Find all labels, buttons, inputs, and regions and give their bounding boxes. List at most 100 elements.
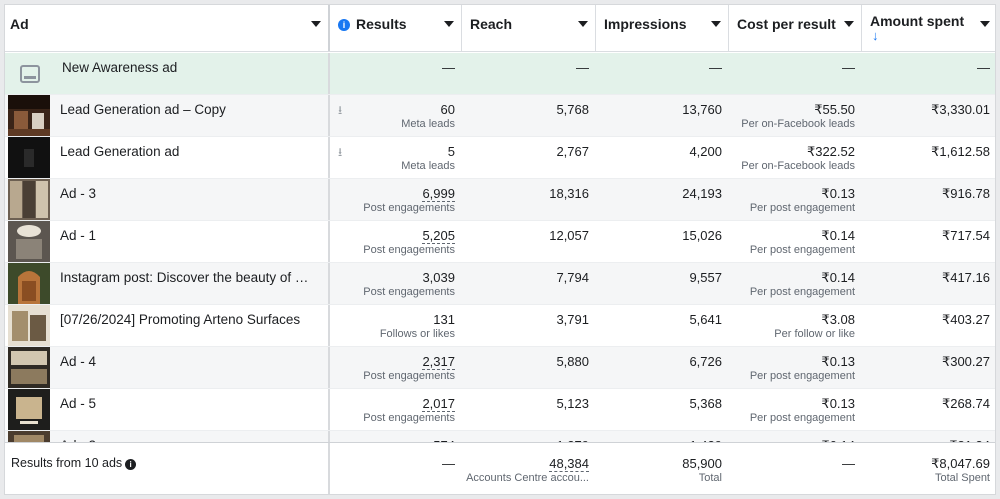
ad-thumbnail	[8, 305, 50, 346]
ad-name[interactable]: Ad - 4	[60, 354, 97, 369]
table-row[interactable]: Ad - 4 2,317 Post engagements 5,880 6,72…	[5, 347, 995, 389]
results-value: 5	[447, 144, 455, 159]
ad-thumbnail	[8, 95, 50, 136]
amount-spent-value: ₹300.27	[941, 354, 990, 369]
total-results: —	[442, 456, 455, 471]
cost-per-result-value: ₹0.14	[821, 270, 855, 285]
column-header-cost-per-result[interactable]: Cost per result	[729, 5, 862, 51]
table-row[interactable]: [07/26/2024] Promoting Arteno Surfaces 1…	[5, 305, 995, 347]
impressions-value: —	[709, 60, 722, 75]
results-type: Meta leads	[401, 118, 455, 130]
ad-name[interactable]: Ad - 1	[60, 228, 97, 243]
amount-spent-value: ₹268.74	[941, 396, 990, 411]
column-header-ad[interactable]: Ad	[5, 5, 330, 51]
reach-value: 5,880	[556, 354, 589, 369]
ad-thumbnail	[8, 179, 50, 220]
results-summary-label: Results from 10 ads i	[11, 456, 137, 470]
reach-value: 12,057	[549, 228, 589, 243]
chevron-down-icon[interactable]	[444, 21, 454, 27]
ad-name[interactable]: Ad - 5	[60, 396, 97, 411]
cost-per-result-type: Per post engagement	[749, 412, 855, 424]
results-value[interactable]: 6,999	[422, 186, 455, 202]
results-value[interactable]: 2,017	[422, 396, 455, 412]
chevron-down-icon[interactable]	[578, 21, 588, 27]
ad-thumbnail	[8, 263, 50, 304]
sort-descending-icon[interactable]: ↓	[872, 28, 879, 43]
cost-per-result-type: Per post engagement	[749, 370, 855, 382]
cost-per-result-value: ₹0.13	[821, 354, 855, 369]
impressions-value: 13,760	[682, 102, 722, 117]
total-amount-spent-type: Total Spent	[934, 472, 990, 484]
reach-value: 3,791	[556, 312, 589, 327]
table-row[interactable]: Lead Generation ad ⭳ 5 Meta leads 2,767 …	[5, 137, 995, 179]
ad-name[interactable]: Lead Generation ad – Copy	[60, 102, 226, 117]
impressions-value: 24,193	[682, 186, 722, 201]
ad-thumbnail	[8, 389, 50, 430]
column-header-impressions[interactable]: Impressions	[596, 5, 729, 51]
reach-value: 5,123	[556, 396, 589, 411]
cost-per-result-value: ₹322.52	[806, 144, 855, 159]
info-icon[interactable]: i	[125, 459, 137, 470]
ad-name[interactable]: Instagram post: Discover the beauty of o…	[60, 270, 315, 285]
ad-thumbnail	[8, 347, 50, 388]
impressions-value: 9,557	[689, 270, 722, 285]
chevron-down-icon[interactable]	[711, 21, 721, 27]
column-header-results[interactable]: i Results	[330, 5, 462, 51]
amount-spent-value: ₹403.27	[941, 312, 990, 327]
chevron-down-icon[interactable]	[980, 21, 990, 27]
reach-value: —	[576, 60, 589, 75]
table-row[interactable]: New Awareness ad — — — — —	[5, 53, 995, 95]
cost-per-result-value: ₹0.14	[821, 228, 855, 243]
cost-per-result-type: Per post engagement	[749, 202, 855, 214]
table-row[interactable]: Ad - 5 2,017 Post engagements 5,123 5,36…	[5, 389, 995, 431]
results-value[interactable]: 5,205	[422, 228, 455, 244]
results-type: Post engagements	[363, 286, 455, 298]
cost-per-result-type: Per on-Facebook leads	[741, 118, 855, 130]
results-value[interactable]: 2,317	[422, 354, 455, 370]
results-value: —	[442, 60, 455, 75]
ad-name[interactable]: New Awareness ad	[62, 60, 178, 75]
table-row[interactable]: Instagram post: Discover the beauty of o…	[5, 263, 995, 305]
column-header-reach[interactable]: Reach	[462, 5, 596, 51]
cost-per-result-value: ₹0.13	[821, 396, 855, 411]
impressions-value: 4,200	[689, 144, 722, 159]
results-type: Post engagements	[363, 244, 455, 256]
table-row[interactable]: Ad - 1 5,205 Post engagements 12,057 15,…	[5, 221, 995, 263]
download-icon[interactable]: ⭳	[338, 145, 343, 159]
reach-value: 5,768	[556, 102, 589, 117]
total-impressions-type: Total	[698, 472, 722, 484]
results-value: 3,039	[422, 270, 455, 285]
total-impressions: 85,900	[682, 456, 722, 471]
ad-preview-placeholder-icon	[20, 65, 40, 83]
cost-per-result-type: Per post engagement	[749, 244, 855, 256]
cost-per-result-type: Per post engagement	[749, 286, 855, 298]
amount-spent-value: ₹916.78	[941, 186, 990, 201]
chevron-down-icon[interactable]	[844, 21, 854, 27]
impressions-value: 6,726	[689, 354, 722, 369]
ad-name[interactable]: Ad - 3	[60, 186, 97, 201]
reach-value: 2,767	[556, 144, 589, 159]
amount-spent-value: —	[977, 60, 990, 75]
ad-thumbnail	[8, 221, 50, 262]
ads-table-panel: Ad i Results Reach Impressions Cost per r…	[4, 4, 996, 495]
total-reach[interactable]: 48,384	[549, 456, 589, 472]
results-type: Post engagements	[363, 202, 455, 214]
ad-thumbnail	[8, 137, 50, 178]
info-icon[interactable]: i	[338, 19, 350, 31]
results-type: Meta leads	[401, 160, 455, 172]
chevron-down-icon[interactable]	[311, 21, 321, 27]
results-value: 60	[440, 102, 455, 117]
impressions-value: 15,026	[682, 228, 722, 243]
table-row[interactable]: Ad - 3 6,999 Post engagements 18,316 24,…	[5, 179, 995, 221]
total-amount-spent: ₹8,047.69	[931, 456, 990, 471]
results-value: 131	[433, 312, 455, 327]
ad-name[interactable]: Lead Generation ad	[60, 144, 180, 159]
column-header-amount-spent[interactable]: Amount spent ↓	[862, 5, 995, 51]
results-type: Post engagements	[363, 370, 455, 382]
table-row[interactable]: Lead Generation ad – Copy ⭳ 60 Meta lead…	[5, 95, 995, 137]
reach-value: 18,316	[549, 186, 589, 201]
table-footer-totals: Results from 10 ads i — 48,384 Accounts C…	[5, 442, 995, 494]
ad-name[interactable]: [07/26/2024] Promoting Arteno Surfaces	[60, 312, 301, 327]
amount-spent-value: ₹717.54	[941, 228, 990, 243]
download-icon[interactable]: ⭳	[338, 103, 343, 117]
